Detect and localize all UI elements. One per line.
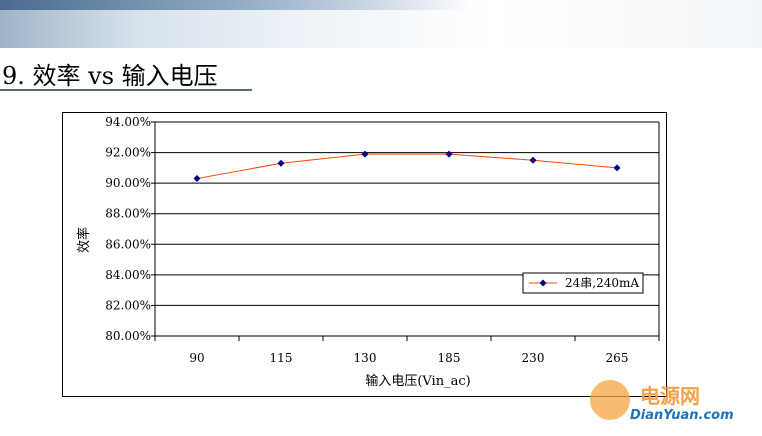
series-line <box>196 153 618 180</box>
axis-layer: 94.00% 92.00% 90.00% 88.00% 86.00% 84.00% 82.0… <box>105 115 660 365</box>
y-tick-label: 84.00% <box>105 268 151 282</box>
x-tick-label: 90 <box>189 351 204 365</box>
title-underline <box>0 89 252 91</box>
x-tick-label: 185 <box>438 351 461 365</box>
y-tick-label: 90.00% <box>105 176 151 190</box>
y-tick-label: 94.00% <box>105 115 151 129</box>
x-tick-label: 115 <box>270 351 293 365</box>
x-tick-label: 230 <box>522 351 545 365</box>
y-tick-label: 92.00% <box>105 146 151 160</box>
y-tick-label: 82.00% <box>105 298 151 312</box>
x-tick-label: 265 <box>606 351 629 365</box>
data-point <box>193 175 201 183</box>
legend-layer: 24串,240mA <box>522 272 644 294</box>
data-point <box>529 156 537 164</box>
y-axis-title: 效率 <box>76 227 92 253</box>
chart-frame <box>62 112 667 397</box>
legend-marker <box>539 279 547 287</box>
data-point <box>445 150 453 158</box>
plug-logo-icon <box>590 380 630 420</box>
series-layer <box>193 150 621 183</box>
y-tick-label: 86.00% <box>105 237 151 251</box>
slide-title: 9. 效率 vs 输入电压 <box>2 62 218 90</box>
x-axis-title: 输入电压(Vin_ac) <box>365 373 470 389</box>
data-point <box>361 150 369 158</box>
watermark: 电源网 DianYuan.com <box>578 376 762 436</box>
y-tick-label: 80.00% <box>105 329 151 343</box>
y-tick-label: 88.00% <box>105 207 151 221</box>
data-point <box>277 159 285 167</box>
watermark-cn: 电源网 <box>640 384 700 408</box>
legend-label: 24串,240mA <box>565 276 639 290</box>
watermark-en: DianYuan.com <box>630 408 734 423</box>
banner-strip <box>0 0 470 10</box>
x-tick-label: 130 <box>354 351 377 365</box>
slide-banner <box>0 0 762 48</box>
legend-box <box>522 272 644 294</box>
data-point <box>613 164 621 172</box>
